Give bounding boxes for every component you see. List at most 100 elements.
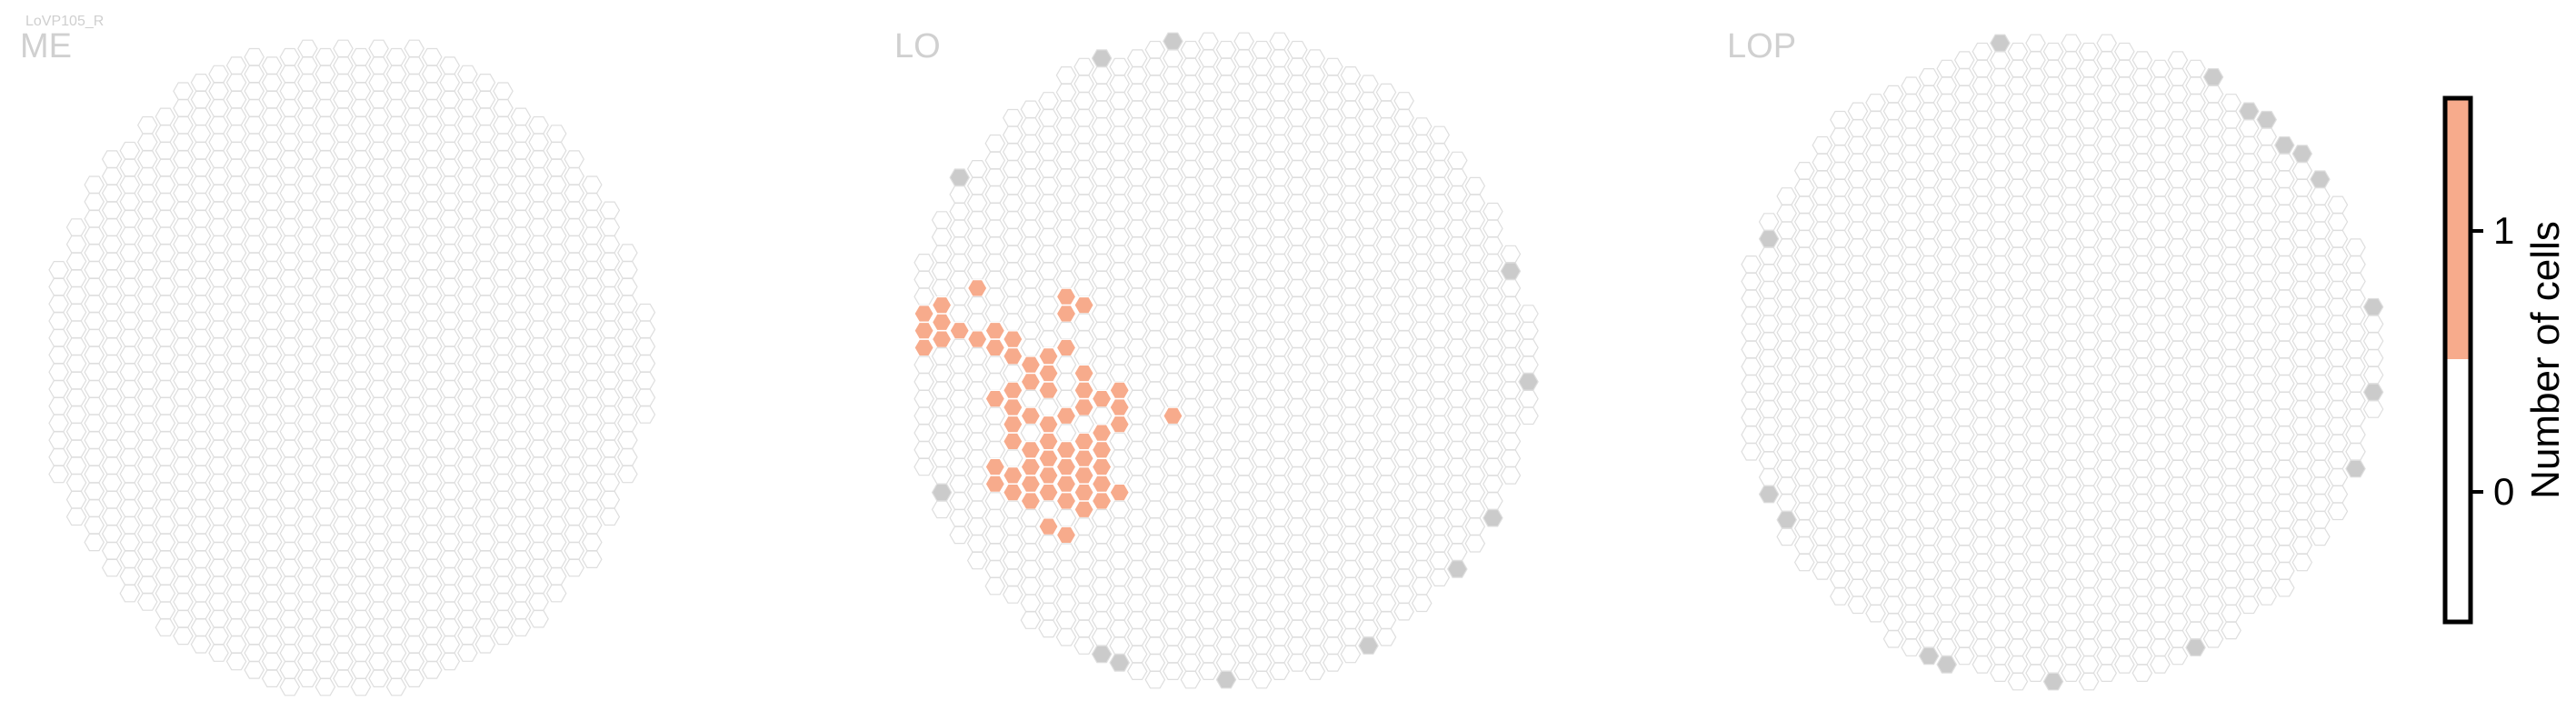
hex-cell-value-1	[1020, 373, 1042, 391]
hex-cell	[1812, 306, 1833, 325]
hex-cell	[2078, 553, 2100, 572]
hex-cell	[457, 593, 478, 611]
hex-cell	[65, 252, 87, 271]
hex-cell	[949, 254, 970, 272]
hex-cell	[368, 345, 389, 365]
hex-cell	[457, 286, 478, 305]
hex-cell	[2185, 383, 2206, 401]
hex-cell	[1990, 476, 2011, 495]
hex-cell	[1287, 654, 1308, 672]
hex-cell	[101, 184, 123, 203]
hex-cell	[261, 363, 283, 381]
hex-cell	[1233, 355, 1254, 374]
hex-cell	[914, 287, 934, 305]
hex-cell	[564, 320, 584, 339]
hex-cell	[1144, 619, 1166, 638]
hex-cell	[48, 414, 69, 433]
hex-cell	[474, 618, 496, 636]
hex-cell-value-1	[1055, 457, 1077, 476]
hex-cell	[1163, 628, 1183, 646]
hex-cell	[1776, 272, 1797, 291]
hex-cell	[368, 74, 389, 92]
hex-cell	[1972, 400, 1993, 418]
hex-cell	[1091, 611, 1113, 629]
hex-cell	[2132, 664, 2153, 682]
hex-cell	[119, 141, 141, 160]
hex-cell	[2025, 578, 2046, 597]
hex-cell	[1073, 211, 1094, 229]
hex-cell	[208, 184, 229, 203]
hex-cell	[1972, 656, 1993, 674]
hex-cell	[2007, 553, 2029, 572]
hex-cell	[333, 312, 354, 330]
hex-cell	[1793, 468, 1815, 486]
hex-cell	[1073, 313, 1094, 332]
hex-cell	[439, 499, 461, 517]
hex-cell	[1073, 143, 1094, 161]
hex-cell	[1180, 211, 1202, 229]
hex-cell	[279, 609, 301, 628]
hex-cell	[1055, 83, 1077, 102]
hex-cell	[2007, 76, 2029, 95]
hex-cell	[1323, 262, 1343, 280]
hex-cell	[2132, 272, 2153, 291]
hex-cell	[1758, 213, 1780, 231]
hex-cell	[2114, 604, 2135, 623]
hex-cell	[2327, 451, 2349, 469]
hex-cell-outside	[1109, 654, 1130, 672]
hex-cell	[1003, 586, 1023, 604]
hex-cell	[1972, 162, 1993, 180]
hex-cell	[2042, 434, 2064, 453]
hex-cell	[2096, 255, 2117, 274]
hex-cell	[2238, 391, 2260, 410]
hex-cell	[1323, 160, 1343, 178]
hex-cell	[1901, 229, 1922, 248]
hex-cell	[1180, 381, 1202, 399]
hex-cell	[949, 526, 970, 545]
hex-cell	[1180, 535, 1202, 553]
hex-cell	[2167, 85, 2189, 104]
hex-cell	[1990, 204, 2011, 223]
hex-cell	[949, 185, 970, 204]
hex-cell	[1304, 338, 1326, 357]
hex-cell	[1393, 517, 1414, 536]
hex-cell	[1464, 500, 1486, 519]
hex-cell	[48, 380, 69, 398]
hex-cell	[1073, 636, 1094, 655]
hex-cell	[368, 669, 389, 687]
hex-cell	[225, 601, 247, 620]
hex-cell	[1429, 381, 1450, 399]
hex-cell	[1793, 485, 1815, 504]
hex-cell	[931, 227, 953, 246]
hex-cell	[545, 482, 567, 500]
hex-cell	[1936, 213, 1957, 231]
hex-cell	[2202, 289, 2224, 307]
hex-cell	[1375, 406, 1397, 426]
hex-cell	[1091, 151, 1113, 170]
hex-cell	[297, 516, 318, 535]
hex-cell	[1020, 168, 1042, 186]
hex-cell	[457, 355, 478, 373]
hex-cell	[261, 601, 283, 620]
hex-cell	[474, 90, 496, 109]
hex-cell	[493, 337, 514, 355]
hex-cell	[1882, 562, 1904, 580]
hex-cell	[2042, 264, 2064, 282]
hex-cell	[1038, 295, 1059, 315]
hex-cell	[1020, 424, 1042, 442]
hex-cell	[297, 125, 318, 143]
hex-cell	[84, 448, 105, 466]
hex-cell	[1793, 195, 1815, 214]
hex-cell	[1812, 408, 1833, 427]
hex-cell	[949, 219, 970, 238]
hex-cell	[1287, 313, 1308, 332]
hex-cell	[244, 218, 265, 236]
hex-cell	[1198, 373, 1219, 391]
hex-cell	[297, 414, 318, 433]
hex-cell	[634, 337, 656, 355]
hex-cell	[2291, 366, 2313, 385]
hex-cell	[2238, 459, 2260, 478]
hex-cell	[1233, 321, 1254, 340]
hex-cell	[1429, 432, 1450, 451]
hex-cell	[315, 150, 336, 168]
